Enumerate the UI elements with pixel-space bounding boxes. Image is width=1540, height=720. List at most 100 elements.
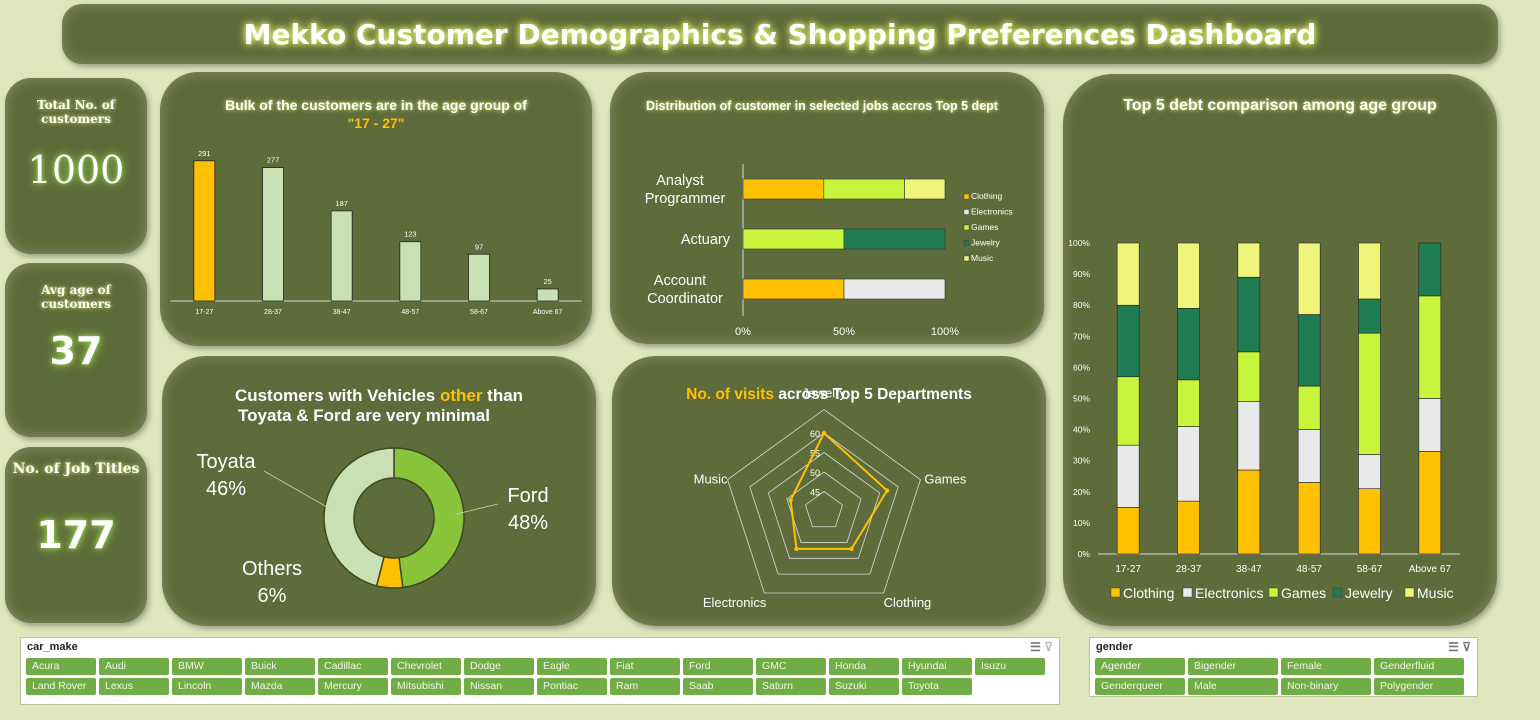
radar-point-music[interactable]	[788, 497, 793, 503]
gender-option-genderqueer[interactable]: Genderqueer	[1095, 678, 1185, 695]
kpi-total-customers: Total No. of customers 1000	[5, 78, 147, 254]
car-make-option-dodge[interactable]: Dodge	[464, 658, 534, 675]
gender-option-male[interactable]: Male	[1188, 678, 1278, 695]
debt-segment-games[interactable]	[1297, 385, 1321, 430]
debt-segment-music[interactable]	[1237, 242, 1261, 278]
debt-segment-jewelry[interactable]	[1116, 304, 1140, 378]
gender-option-polygender[interactable]: Polygender	[1374, 678, 1464, 695]
car-make-option-saab[interactable]: Saab	[683, 678, 753, 695]
debt-segment-electronics[interactable]	[1237, 401, 1261, 471]
car-make-option-mercury[interactable]: Mercury	[318, 678, 388, 695]
debt-segment-music[interactable]	[1358, 242, 1381, 300]
job-segment-clothing[interactable]	[742, 278, 845, 300]
debt-segment-electronics[interactable]	[1116, 444, 1140, 508]
age-bar-48-57[interactable]	[399, 241, 422, 302]
car-make-option-acura[interactable]: Acura	[26, 658, 96, 675]
kpi-label: No. of Job Titles	[12, 461, 140, 477]
debt-segment-music[interactable]	[1116, 242, 1140, 306]
car-make-option-toyota[interactable]: Toyota	[902, 678, 972, 695]
gender-option-agender[interactable]: Agender	[1095, 658, 1185, 675]
age-bar-Above 67[interactable]	[536, 288, 559, 302]
car-make-option-ford[interactable]: Ford	[683, 658, 753, 675]
job-chart-bars: Analyst Programmer Actuary Account Coordinat…	[645, 173, 960, 338]
car-make-option-hyundai[interactable]: Hyundai	[902, 658, 972, 675]
debt-segment-clothing[interactable]	[1418, 451, 1442, 555]
header-banner: Mekko Customer Demographics & Shopping P…	[62, 4, 1498, 64]
debt-segment-jewelry[interactable]	[1177, 308, 1200, 381]
car-make-option-fiat[interactable]: Fiat	[610, 658, 680, 675]
debt-y-tick-label: 100%	[1068, 238, 1090, 248]
debt-segment-clothing[interactable]	[1297, 482, 1321, 555]
job-segment-games[interactable]	[823, 178, 905, 200]
car-make-option-eagle[interactable]: Eagle	[537, 658, 607, 675]
car-make-option-saturn[interactable]: Saturn	[756, 678, 826, 695]
car-make-option-chevrolet[interactable]: Chevrolet	[391, 658, 461, 675]
debt-segment-games[interactable]	[1116, 376, 1140, 446]
age-bar-17-27[interactable]	[193, 160, 216, 302]
car-make-option-audi[interactable]: Audi	[99, 658, 169, 675]
gender-option-genderfluid[interactable]: Genderfluid	[1374, 658, 1464, 675]
kpi-value: 1000	[27, 148, 125, 192]
debt-segment-clothing[interactable]	[1237, 469, 1261, 555]
debt-segment-games[interactable]	[1237, 351, 1261, 402]
job-chart-legend: Clothing Electronics Games Jewelry Music	[963, 191, 1013, 263]
multi-select-icon[interactable]: ☰	[1448, 640, 1459, 654]
debt-segment-jewelry[interactable]	[1358, 298, 1381, 334]
debt-segment-electronics[interactable]	[1177, 426, 1200, 502]
legend-label: Games	[971, 222, 998, 232]
multi-select-icon[interactable]: ☰	[1030, 640, 1041, 654]
car-make-option-cadillac[interactable]: Cadillac	[318, 658, 388, 675]
debt-segment-clothing[interactable]	[1177, 500, 1200, 555]
job-segment-jewelry[interactable]	[843, 228, 946, 250]
debt-segment-electronics[interactable]	[1418, 398, 1442, 452]
debt-segment-jewelry[interactable]	[1418, 242, 1442, 297]
debt-segment-electronics[interactable]	[1358, 454, 1381, 489]
debt-segment-music[interactable]	[1297, 242, 1321, 315]
car-make-option-lexus[interactable]: Lexus	[99, 678, 169, 695]
car-make-option-buick[interactable]: Buick	[245, 658, 315, 675]
debt-segment-jewelry[interactable]	[1297, 314, 1321, 387]
car-make-option-pontiac[interactable]: Pontiac	[537, 678, 607, 695]
radar-point-electronics[interactable]	[794, 546, 799, 552]
debt-segment-jewelry[interactable]	[1237, 276, 1261, 353]
car-make-option-mitsubishi[interactable]: Mitsubishi	[391, 678, 461, 695]
donut-slice-toyata[interactable]	[323, 447, 395, 587]
age-bar-38-47[interactable]	[330, 210, 353, 302]
gender-option-non-binary[interactable]: Non-binary	[1281, 678, 1371, 695]
radar-tick-label: 60	[810, 429, 820, 439]
car-make-option-land-rover[interactable]: Land Rover	[26, 678, 96, 695]
radar-chart-title: No. of visits across Top 5 Departments	[686, 386, 972, 403]
debt-segment-music[interactable]	[1177, 242, 1200, 309]
radar-point-jewelry[interactable]	[821, 430, 827, 436]
gender-option-bigender[interactable]: Bigender	[1188, 658, 1278, 675]
car-make-option-suzuki[interactable]: Suzuki	[829, 678, 899, 695]
clear-filter-icon[interactable]: ⊽	[1462, 640, 1471, 654]
job-segment-games[interactable]	[742, 228, 845, 250]
car-make-option-ram[interactable]: Ram	[610, 678, 680, 695]
car-make-option-mazda[interactable]: Mazda	[245, 678, 315, 695]
age-bar-28-37[interactable]	[262, 167, 284, 302]
job-segment-music[interactable]	[904, 178, 946, 200]
debt-segment-clothing[interactable]	[1116, 507, 1140, 555]
car-make-items: Acura Audi BMW Buick Cadillac Chevrolet Dodge E…	[21, 656, 1059, 697]
radar-series-line[interactable]	[789, 431, 889, 550]
car-make-option-gmc[interactable]: GMC	[756, 658, 826, 675]
car-make-option-bmw[interactable]: BMW	[172, 658, 242, 675]
debt-segment-games[interactable]	[1358, 332, 1381, 455]
car-make-option-nissan[interactable]: Nissan	[464, 678, 534, 695]
job-segment-clothing[interactable]	[742, 178, 825, 200]
debt-segment-games[interactable]	[1418, 295, 1442, 399]
gender-option-female[interactable]: Female	[1281, 658, 1371, 675]
radar-point-games[interactable]	[884, 488, 890, 493]
debt-segment-electronics[interactable]	[1297, 429, 1321, 483]
radar-point-clothing[interactable]	[849, 546, 854, 552]
age-bar-58-67[interactable]	[468, 253, 490, 302]
clear-filter-icon[interactable]: ⊽	[1044, 640, 1053, 654]
car-make-option-lincoln[interactable]: Lincoln	[172, 678, 242, 695]
debt-segment-games[interactable]	[1177, 379, 1200, 427]
car-make-option-honda[interactable]: Honda	[829, 658, 899, 675]
car-make-option-isuzu[interactable]: Isuzu	[975, 658, 1045, 675]
donut-slice-ford[interactable]	[393, 447, 465, 589]
job-segment-electronics[interactable]	[843, 278, 946, 300]
debt-segment-clothing[interactable]	[1358, 488, 1381, 555]
